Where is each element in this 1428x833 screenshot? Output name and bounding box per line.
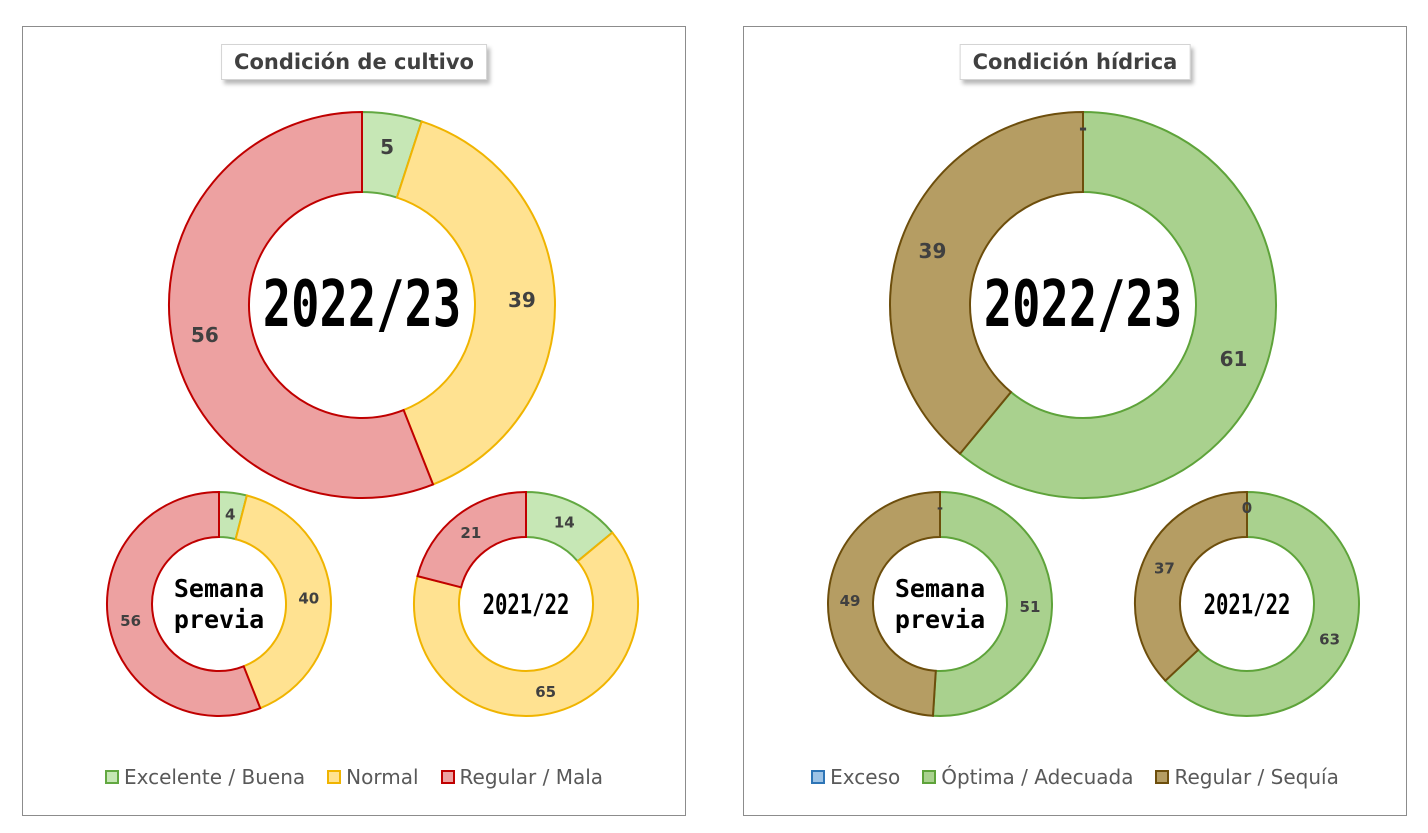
crop-condition-title: Condición de cultivo bbox=[221, 44, 487, 80]
water-donut-main: - 61 39 2022/23 bbox=[889, 110, 1277, 499]
water-label-prior-season-1: 63 bbox=[1319, 631, 1340, 649]
water-legend-label-0: Exceso bbox=[830, 765, 901, 789]
crop-center-label-previous-week: previa bbox=[174, 605, 264, 634]
water-slice-previous-week-1 bbox=[931, 490, 1053, 717]
water-center-label-prior-season: 2021/22 bbox=[1204, 588, 1291, 621]
crop-donut-main: 5 39 56 2022/23 bbox=[168, 110, 556, 499]
water-legend-item-1: Óptima / Adecuada bbox=[922, 765, 1133, 789]
crop-legend-label-1: Normal bbox=[346, 765, 419, 789]
water-label-prior-season-0: 0 bbox=[1242, 499, 1252, 517]
crop-condition-legend: Excelente / Buena Normal Regular / Mala bbox=[23, 765, 685, 789]
crop-slice-prior-season-1 bbox=[413, 531, 639, 717]
crop-center-label-prior-season: 2021/22 bbox=[483, 588, 570, 621]
water-legend-item-0: Exceso bbox=[811, 765, 900, 789]
water-condition-legend: Exceso Óptima / Adecuada Regular / Sequía bbox=[744, 765, 1406, 789]
water-center-label-previous-week: Semana bbox=[895, 574, 985, 603]
crop-legend-label-2: Regular / Mala bbox=[459, 765, 604, 789]
crop-condition-panel: Condición de cultivo 5 39 56 2022/23 4 40 56 Se… bbox=[22, 26, 686, 816]
crop-label-main-2: 56 bbox=[191, 323, 219, 347]
water-legend-swatch-2 bbox=[1155, 770, 1170, 784]
crop-label-previous-week-2: 56 bbox=[120, 612, 141, 630]
crop-legend-swatch-0 bbox=[104, 770, 119, 784]
crop-legend-swatch-2 bbox=[440, 770, 455, 784]
crop-slice-previous-week-1 bbox=[234, 494, 332, 710]
water-slice-main-2 bbox=[889, 110, 1084, 456]
water-legend-swatch-0 bbox=[811, 770, 826, 784]
crop-donut-prior-season: 14 65 21 2021/22 bbox=[413, 490, 639, 717]
water-label-prior-season-2: 37 bbox=[1154, 559, 1175, 577]
water-label-previous-week-2: 49 bbox=[840, 592, 861, 610]
water-slice-prior-season-1 bbox=[1163, 490, 1360, 717]
crop-center-label-main: 2022/23 bbox=[263, 268, 461, 342]
water-legend-label-1: Óptima / Adecuada bbox=[941, 765, 1134, 789]
water-condition-panel: Condición hídrica - 61 39 2022/23 - 51 49 Seman… bbox=[743, 26, 1407, 816]
crop-slice-main-2 bbox=[168, 110, 435, 499]
water-label-main-1: 61 bbox=[1220, 347, 1248, 371]
water-label-main-0: - bbox=[1079, 116, 1087, 140]
crop-legend-item-1: Normal bbox=[327, 765, 419, 789]
water-center-label-main: 2022/23 bbox=[984, 268, 1182, 342]
water-legend-item-2: Regular / Sequía bbox=[1155, 765, 1339, 789]
crop-label-main-1: 39 bbox=[508, 288, 536, 312]
water-condition-title: Condición hídrica bbox=[959, 44, 1191, 80]
crop-legend-swatch-1 bbox=[327, 770, 342, 784]
crop-slice-previous-week-2 bbox=[106, 490, 262, 717]
water-slice-previous-week-2 bbox=[827, 490, 941, 717]
crop-label-main-0: 5 bbox=[380, 135, 394, 159]
water-label-previous-week-0: - bbox=[937, 499, 943, 517]
water-label-previous-week-1: 51 bbox=[1020, 598, 1041, 616]
crop-label-previous-week-1: 40 bbox=[298, 589, 319, 607]
crop-slice-main-1 bbox=[395, 120, 556, 486]
water-slice-prior-season-2 bbox=[1134, 490, 1248, 683]
crop-label-prior-season-2: 21 bbox=[460, 524, 481, 542]
water-slice-main-1 bbox=[958, 110, 1277, 499]
crop-slice-prior-season-2 bbox=[416, 490, 527, 589]
water-label-main-2: 39 bbox=[919, 239, 947, 263]
crop-center-label-previous-week: Semana bbox=[174, 574, 264, 603]
water-legend-swatch-1 bbox=[922, 770, 937, 784]
water-center-label-previous-week: previa bbox=[895, 605, 985, 634]
crop-legend-item-0: Excelente / Buena bbox=[104, 765, 306, 789]
water-legend-label-2: Regular / Sequía bbox=[1174, 765, 1339, 789]
crop-legend-label-0: Excelente / Buena bbox=[123, 765, 306, 789]
crop-label-previous-week-0: 4 bbox=[225, 506, 235, 524]
crop-label-prior-season-0: 14 bbox=[554, 514, 575, 532]
crop-legend-item-2: Regular / Mala bbox=[440, 765, 604, 789]
crop-label-prior-season-1: 65 bbox=[535, 683, 556, 701]
water-donut-prior-season: 0 63 37 2021/22 bbox=[1134, 490, 1360, 717]
